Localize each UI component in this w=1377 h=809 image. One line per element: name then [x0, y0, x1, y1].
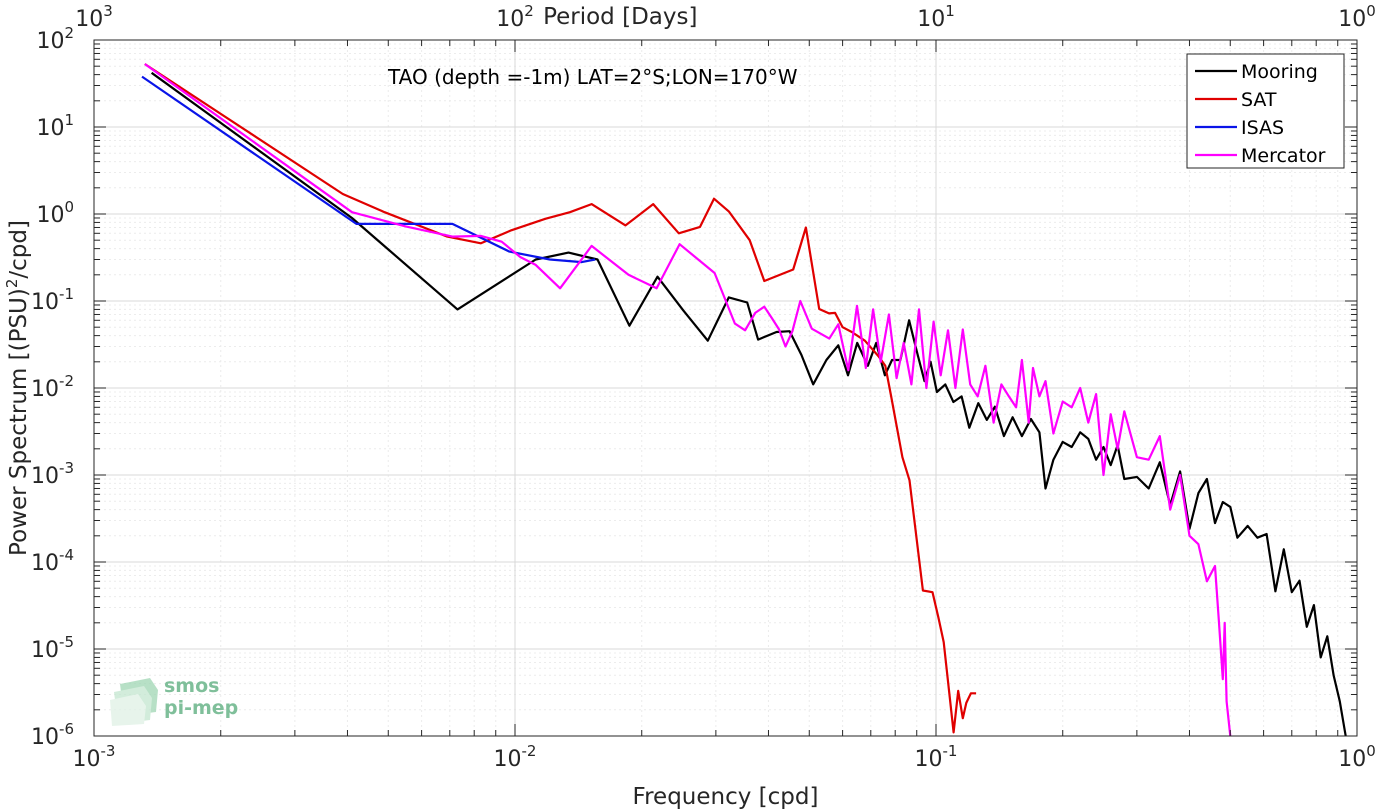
y-tick-label: 102 [36, 24, 74, 54]
minor-grid [94, 40, 1357, 736]
y-axis-label: Power Spectrum [(PSU)2/cpd] [3, 220, 32, 556]
legend-label-mooring: Mooring [1241, 61, 1318, 83]
series-line-mercator [144, 63, 1232, 737]
y-tick-label: 100 [36, 198, 74, 228]
logo-text-smos: smos [164, 675, 219, 697]
tick-marks [93, 40, 1357, 737]
x-tick-label: 100 [1338, 742, 1376, 772]
legend-label-isas: ISAS [1241, 117, 1284, 139]
legend-box [1186, 53, 1345, 169]
logo-text-pimep: pi-mep [164, 697, 238, 719]
series-line-sat [144, 63, 977, 734]
logo-mark-icon [110, 678, 158, 726]
top-tick-label: 101 [917, 2, 955, 32]
top-tick-label: 102 [496, 2, 534, 32]
top-axis-label: Period [Days] [543, 4, 697, 30]
series-line-mooring [150, 71, 1347, 737]
x-axis-label: Frequency [cpd] [633, 784, 819, 809]
top-tick-label: 100 [1338, 2, 1376, 32]
x-tick-label: 10-2 [494, 742, 537, 772]
legend-label-mercator: Mercator [1241, 145, 1326, 167]
y-tick-label: 101 [36, 111, 74, 141]
y-tick-label: 10-6 [31, 720, 74, 750]
legend: Mooring SAT ISAS Mercator [1186, 53, 1345, 169]
y-tick-label: 10-4 [31, 546, 74, 576]
x-tick-label: 10-1 [915, 742, 958, 772]
y-tick-label: 10-5 [31, 633, 74, 663]
chart-title: TAO (depth =-1m) LAT=2°S;LON=170°W [387, 65, 798, 89]
series-lines [141, 63, 1347, 737]
smos-pimep-logo: smos pi-mep [110, 675, 238, 726]
y-tick-label: 10-3 [31, 459, 74, 489]
series-line-isas [141, 75, 596, 264]
y-tick-label: 10-1 [31, 285, 74, 315]
top-tick-label: 103 [75, 2, 113, 32]
y-tick-label: 10-2 [31, 372, 74, 402]
x-tick-label: 10-3 [73, 742, 116, 772]
legend-label-sat: SAT [1241, 89, 1277, 111]
